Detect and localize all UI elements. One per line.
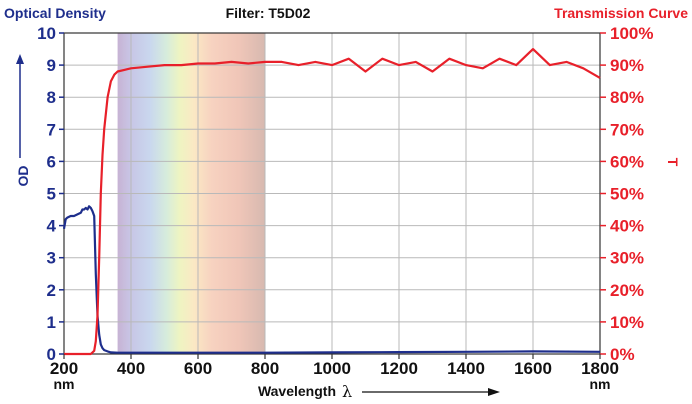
x-tick-label: 1000 [313,359,351,378]
x-axis-symbol: λ [342,382,352,401]
x-unit-label: nm [54,376,75,392]
right-tick-label: 30% [610,249,644,268]
x-tick-label: 1400 [447,359,485,378]
left-tick-label: 2 [47,281,56,300]
series-lines [62,48,601,356]
x-tick-label: 400 [117,359,145,378]
x-tick-label: 200 [50,359,78,378]
x-tick-label: 1800 [581,359,619,378]
left-axis-label: OD [15,166,31,187]
right-tick-label: 0% [610,345,635,364]
right-tick-label: 60% [610,152,644,171]
right-tick-label: 20% [610,281,644,300]
right-tick-label: 80% [610,88,644,107]
left-tick-label: 0 [47,345,56,364]
x-axis-label: Wavelength [258,383,336,399]
x-tick-label: 600 [184,359,212,378]
tick-marks [59,32,606,359]
left-tick-label: 1 [47,313,56,332]
right-tick-label: 100% [610,24,653,43]
left-tick-label: 5 [47,185,56,204]
x-tick-label: 1200 [380,359,418,378]
x-tick-label: 800 [251,359,279,378]
right-tick-label: 90% [610,56,644,75]
right-axis-label: T [665,158,681,167]
right-tick-label: 70% [610,120,644,139]
left-tick-label: 4 [47,217,57,236]
right-tick-label: 10% [610,313,644,332]
right-axis-title: Transmission Curve [554,5,688,21]
left-tick-label: 10 [37,24,56,43]
tick-labels: 0123456789100%10%20%30%40%50%60%70%80%90… [37,24,653,392]
series-line-right [64,48,601,356]
left-axis-arrowhead-icon [16,54,24,64]
left-tick-label: 7 [47,120,56,139]
left-tick-label: 9 [47,56,56,75]
left-tick-label: 8 [47,88,56,107]
left-axis-title: Optical Density [4,5,106,21]
x-tick-label: 1600 [514,359,552,378]
right-tick-label: 50% [610,185,644,204]
x-axis-arrowhead-icon [488,388,500,396]
left-axis-label-group: OD [15,54,31,187]
left-tick-label: 3 [47,249,56,268]
right-tick-label: 40% [610,217,644,236]
grid-lines [64,33,600,354]
chart-title: Filter: T5D02 [226,5,311,21]
left-tick-label: 6 [47,152,56,171]
x-unit-label: nm [590,376,611,392]
